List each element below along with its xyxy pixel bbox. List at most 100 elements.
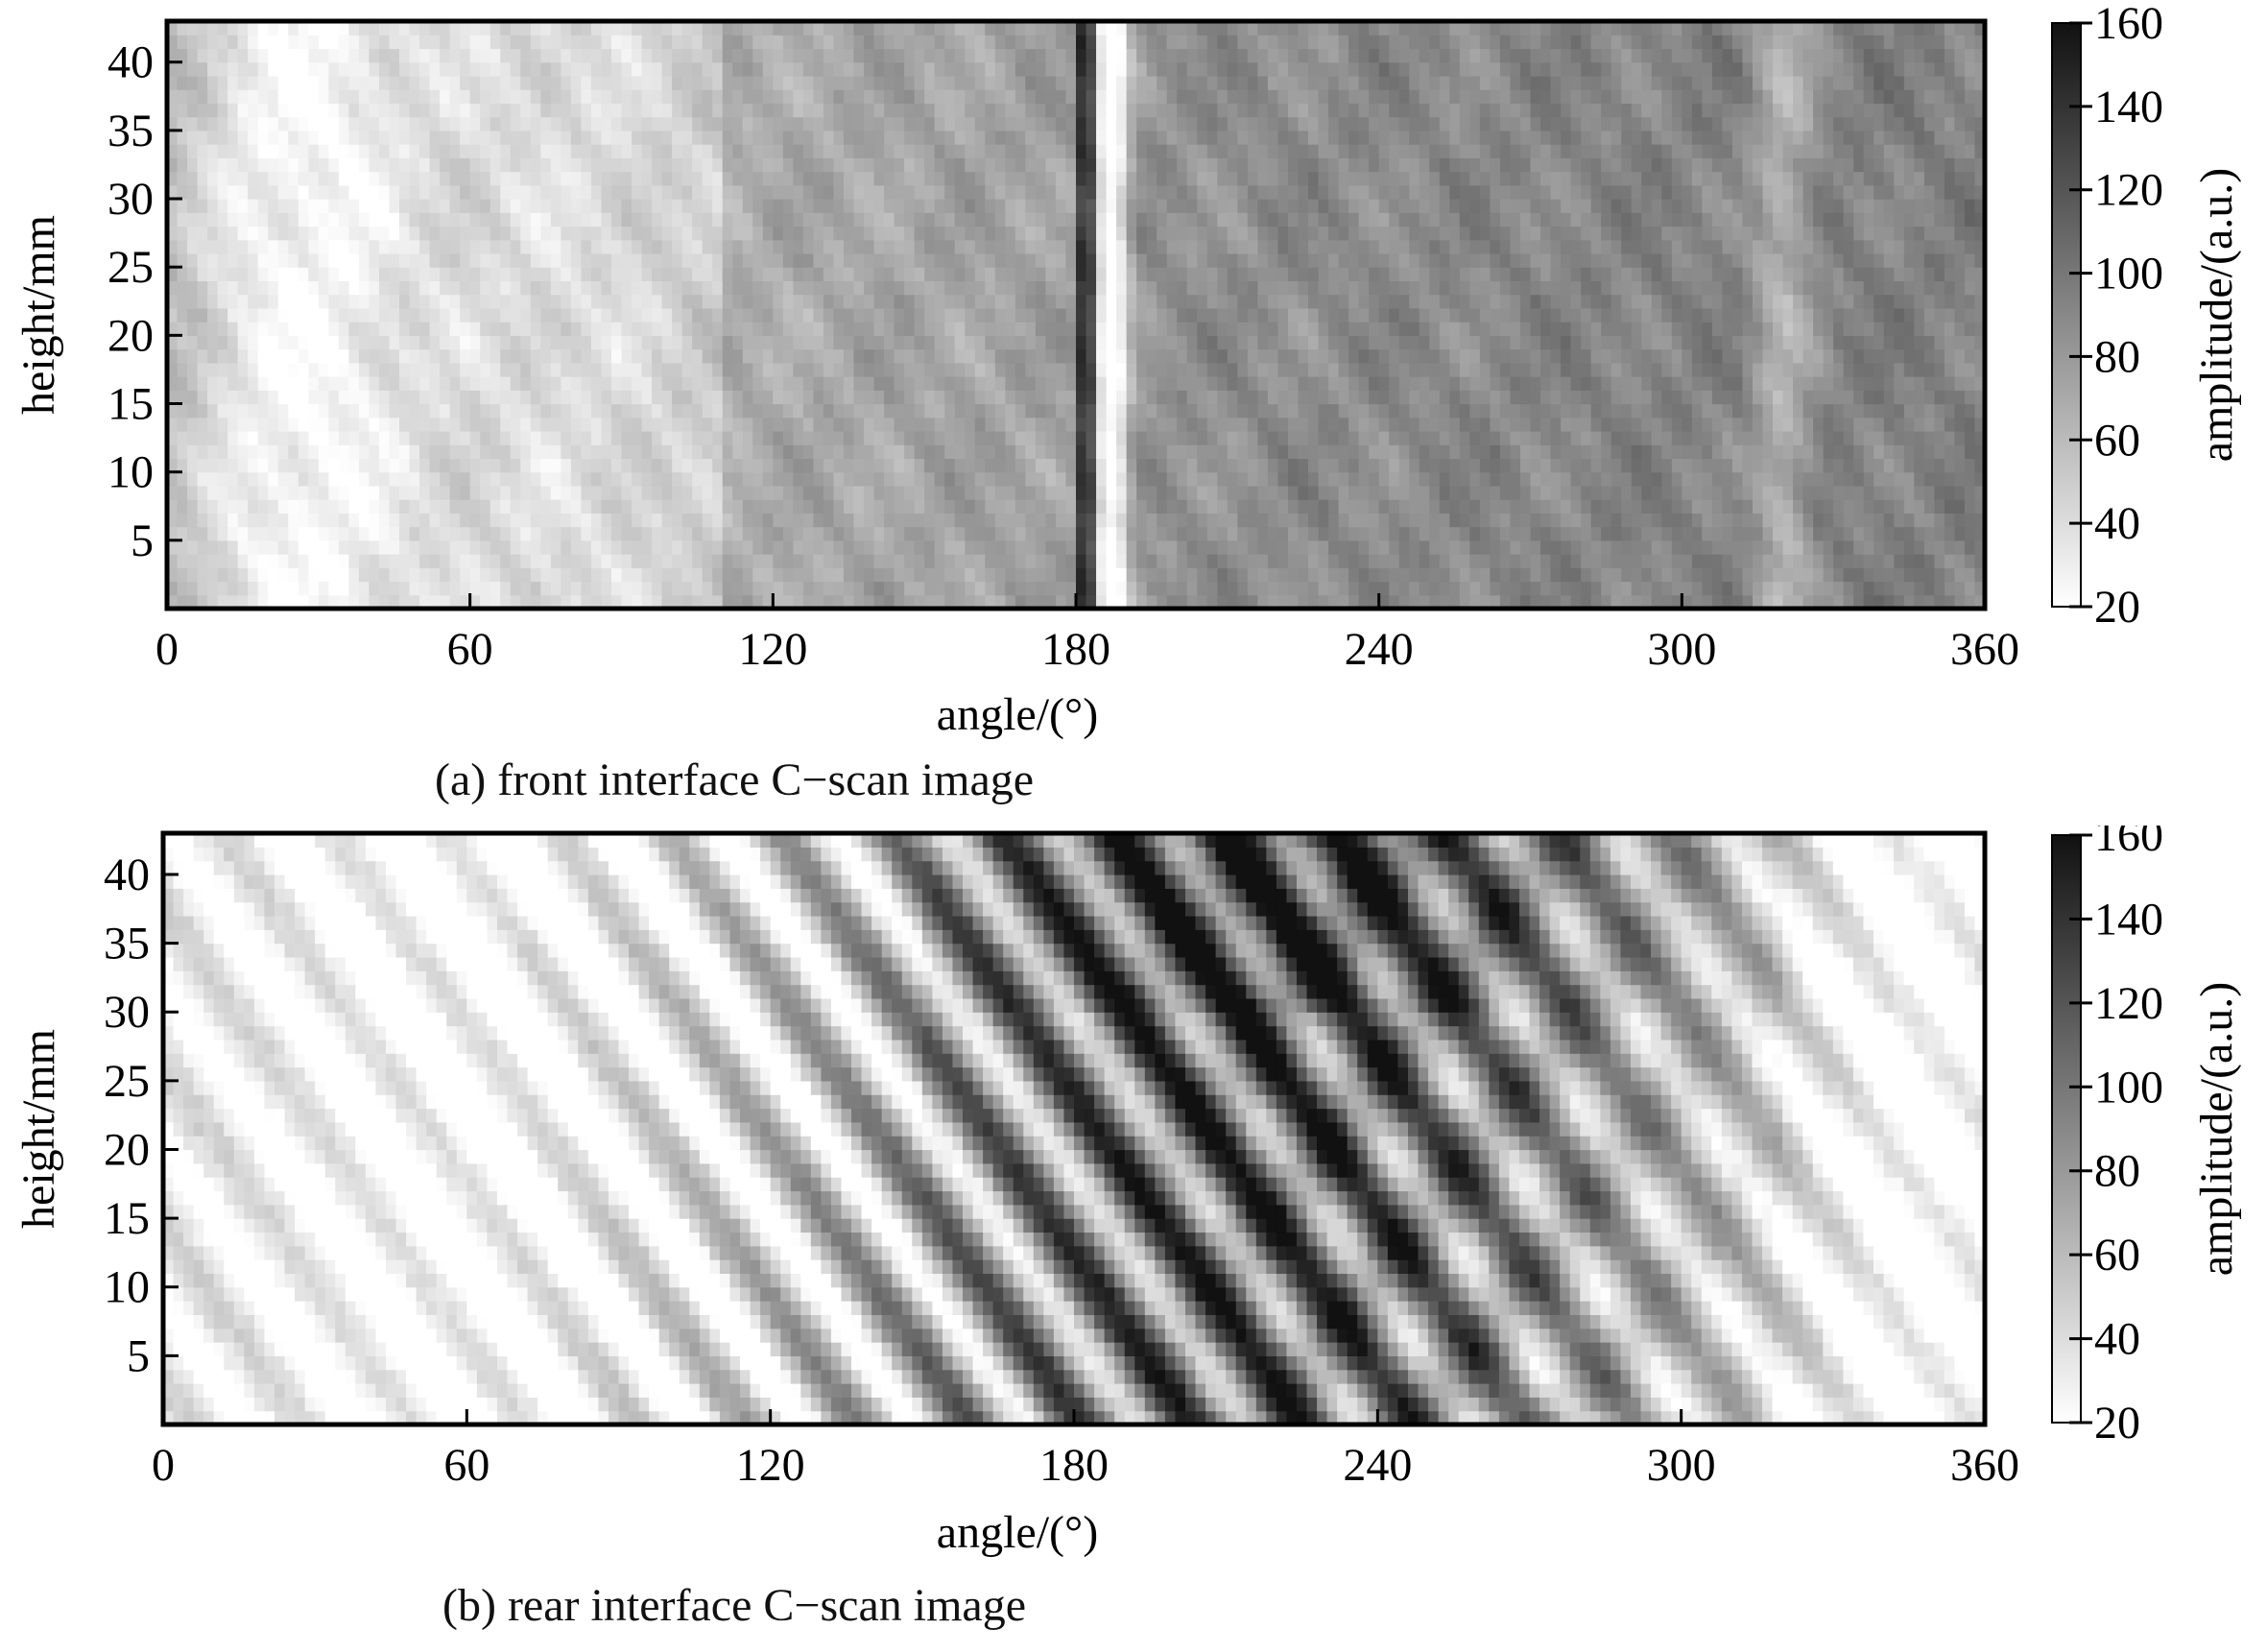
heatmap-cell — [632, 430, 643, 445]
heatmap-cell — [288, 554, 299, 568]
heatmap-cell — [1863, 581, 1874, 596]
heatmap-cell — [1005, 499, 1016, 514]
heatmap-cell — [1217, 526, 1229, 541]
heatmap-cell — [1146, 239, 1157, 254]
heatmap-cell — [197, 594, 208, 609]
heatmap-cell — [752, 239, 764, 254]
heatmap-cell — [1247, 307, 1258, 323]
heatmap-cell — [1883, 348, 1895, 364]
heatmap-cell — [1197, 239, 1208, 254]
heatmap-cell — [581, 554, 592, 568]
heatmap-cell — [1833, 499, 1845, 514]
heatmap-cell — [1823, 471, 1834, 487]
heatmap-cell — [520, 322, 532, 336]
heatmap-cell — [1530, 362, 1541, 377]
heatmap-cell — [298, 539, 309, 555]
heatmap-cell — [460, 280, 471, 296]
heatmap-cell — [489, 458, 501, 473]
heatmap-cell — [1691, 390, 1703, 405]
heatmap-cell — [1338, 444, 1349, 460]
heatmap-cell — [1358, 444, 1370, 460]
heatmap-cell — [1682, 458, 1693, 473]
heatmap-cell — [1247, 322, 1258, 336]
heatmap-cell — [561, 294, 572, 309]
heatmap-cell — [1762, 390, 1774, 405]
heatmap-cell — [1510, 267, 1521, 282]
heatmap-cell — [187, 335, 199, 350]
heatmap-cell — [1611, 307, 1622, 323]
heatmap-cell — [440, 348, 451, 364]
heatmap-cell — [954, 348, 966, 364]
heatmap-cell — [681, 307, 693, 323]
heatmap-cell — [722, 485, 733, 500]
heatmap-cell — [460, 554, 471, 568]
heatmap-cell — [298, 430, 309, 445]
heatmap-cell — [440, 444, 451, 460]
heatmap-cell — [510, 526, 521, 541]
heatmap-cell — [1914, 267, 1925, 282]
heatmap-cell — [338, 471, 349, 487]
heatmap-cell — [449, 280, 461, 296]
heatmap-cell — [1065, 417, 1077, 432]
heatmap-cell — [1711, 294, 1724, 309]
heatmap-cell — [1530, 513, 1541, 528]
heatmap-cell — [944, 348, 956, 364]
heatmap-cell — [1267, 294, 1279, 309]
heatmap-cell — [1136, 362, 1148, 377]
heatmap-cell — [1449, 226, 1461, 241]
heatmap-cell — [1682, 362, 1693, 377]
heatmap-cell — [177, 226, 188, 241]
heatmap-cell — [268, 444, 279, 460]
heatmap-cell — [1773, 430, 1784, 445]
heatmap-cell — [187, 348, 199, 364]
heatmap-cell — [1873, 348, 1885, 364]
heatmap-cell — [1762, 239, 1774, 254]
heatmap-cell — [268, 307, 279, 323]
heatmap-cell — [1469, 294, 1481, 309]
heatmap-cell — [1581, 417, 1592, 432]
heatmap-cell — [823, 499, 835, 514]
heatmap-cell — [1369, 376, 1380, 391]
heatmap-cell — [884, 226, 895, 241]
heatmap-cell — [1005, 226, 1016, 241]
heatmap-cell — [1449, 376, 1461, 391]
heatmap-cell — [1702, 499, 1713, 514]
heatmap-cell — [1166, 280, 1178, 296]
heatmap-cell — [1540, 390, 1552, 405]
heatmap-cell — [864, 554, 875, 568]
heatmap-cell — [1964, 267, 1976, 282]
heatmap-cell — [1863, 417, 1874, 432]
heatmap-cell — [813, 252, 824, 268]
heatmap-cell — [914, 403, 925, 419]
heatmap-cell — [1793, 403, 1804, 419]
heatmap-cell — [328, 280, 340, 296]
heatmap-cell — [1671, 307, 1682, 323]
heatmap-cell — [672, 226, 683, 241]
heatmap-cell — [1621, 376, 1633, 391]
heatmap-cell — [1954, 430, 1966, 445]
heatmap-cell — [277, 239, 289, 254]
heatmap-cell — [1722, 362, 1733, 377]
heatmap-cell — [237, 526, 249, 541]
heatmap-cell — [1005, 567, 1016, 583]
heatmap-cell — [1590, 539, 1602, 555]
heatmap-cell — [1903, 376, 1915, 391]
heatmap-cell — [1793, 567, 1804, 583]
heatmap-cell — [1389, 444, 1400, 460]
heatmap-cell — [378, 444, 391, 460]
heatmap-cell — [369, 444, 380, 460]
heatmap-cell — [833, 348, 845, 364]
heatmap-cell — [1197, 226, 1208, 241]
heatmap-cell — [1641, 513, 1653, 528]
heatmap-cell — [510, 252, 521, 268]
heatmap-cell — [1813, 513, 1825, 528]
heatmap-cell — [1096, 362, 1108, 377]
heatmap-cell — [1974, 594, 1985, 609]
heatmap-cell — [944, 362, 956, 377]
heatmap-cell — [1035, 567, 1047, 583]
heatmap-cell — [1389, 335, 1400, 350]
heatmap-cell — [1974, 458, 1985, 473]
heatmap-cell — [965, 594, 976, 609]
heatmap-cell — [722, 376, 733, 391]
heatmap-cell — [944, 471, 956, 487]
